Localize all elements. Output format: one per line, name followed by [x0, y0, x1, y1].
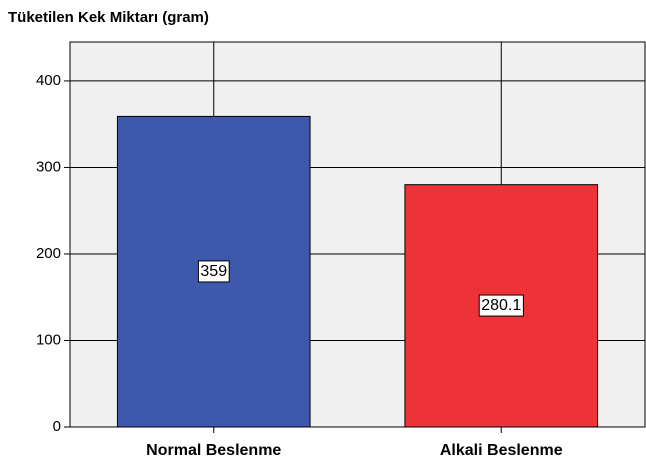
y-tick-label: 100 — [36, 331, 61, 348]
y-tick-label: 400 — [36, 72, 61, 89]
value-label-box — [197, 260, 230, 283]
y-tick-label: 200 — [36, 245, 61, 262]
y-tick-label: 0 — [53, 418, 61, 435]
value-label-box — [478, 294, 524, 317]
value-label: 280.1 — [481, 297, 521, 314]
value-label: 359 — [200, 263, 227, 280]
x-tick-label: Alkali Beslenme — [440, 442, 563, 459]
y-tick-label: 300 — [36, 158, 61, 175]
chart-title: Tüketilen Kek Miktarı (gram) — [8, 9, 209, 26]
x-tick-label: Normal Beslenme — [146, 442, 281, 459]
